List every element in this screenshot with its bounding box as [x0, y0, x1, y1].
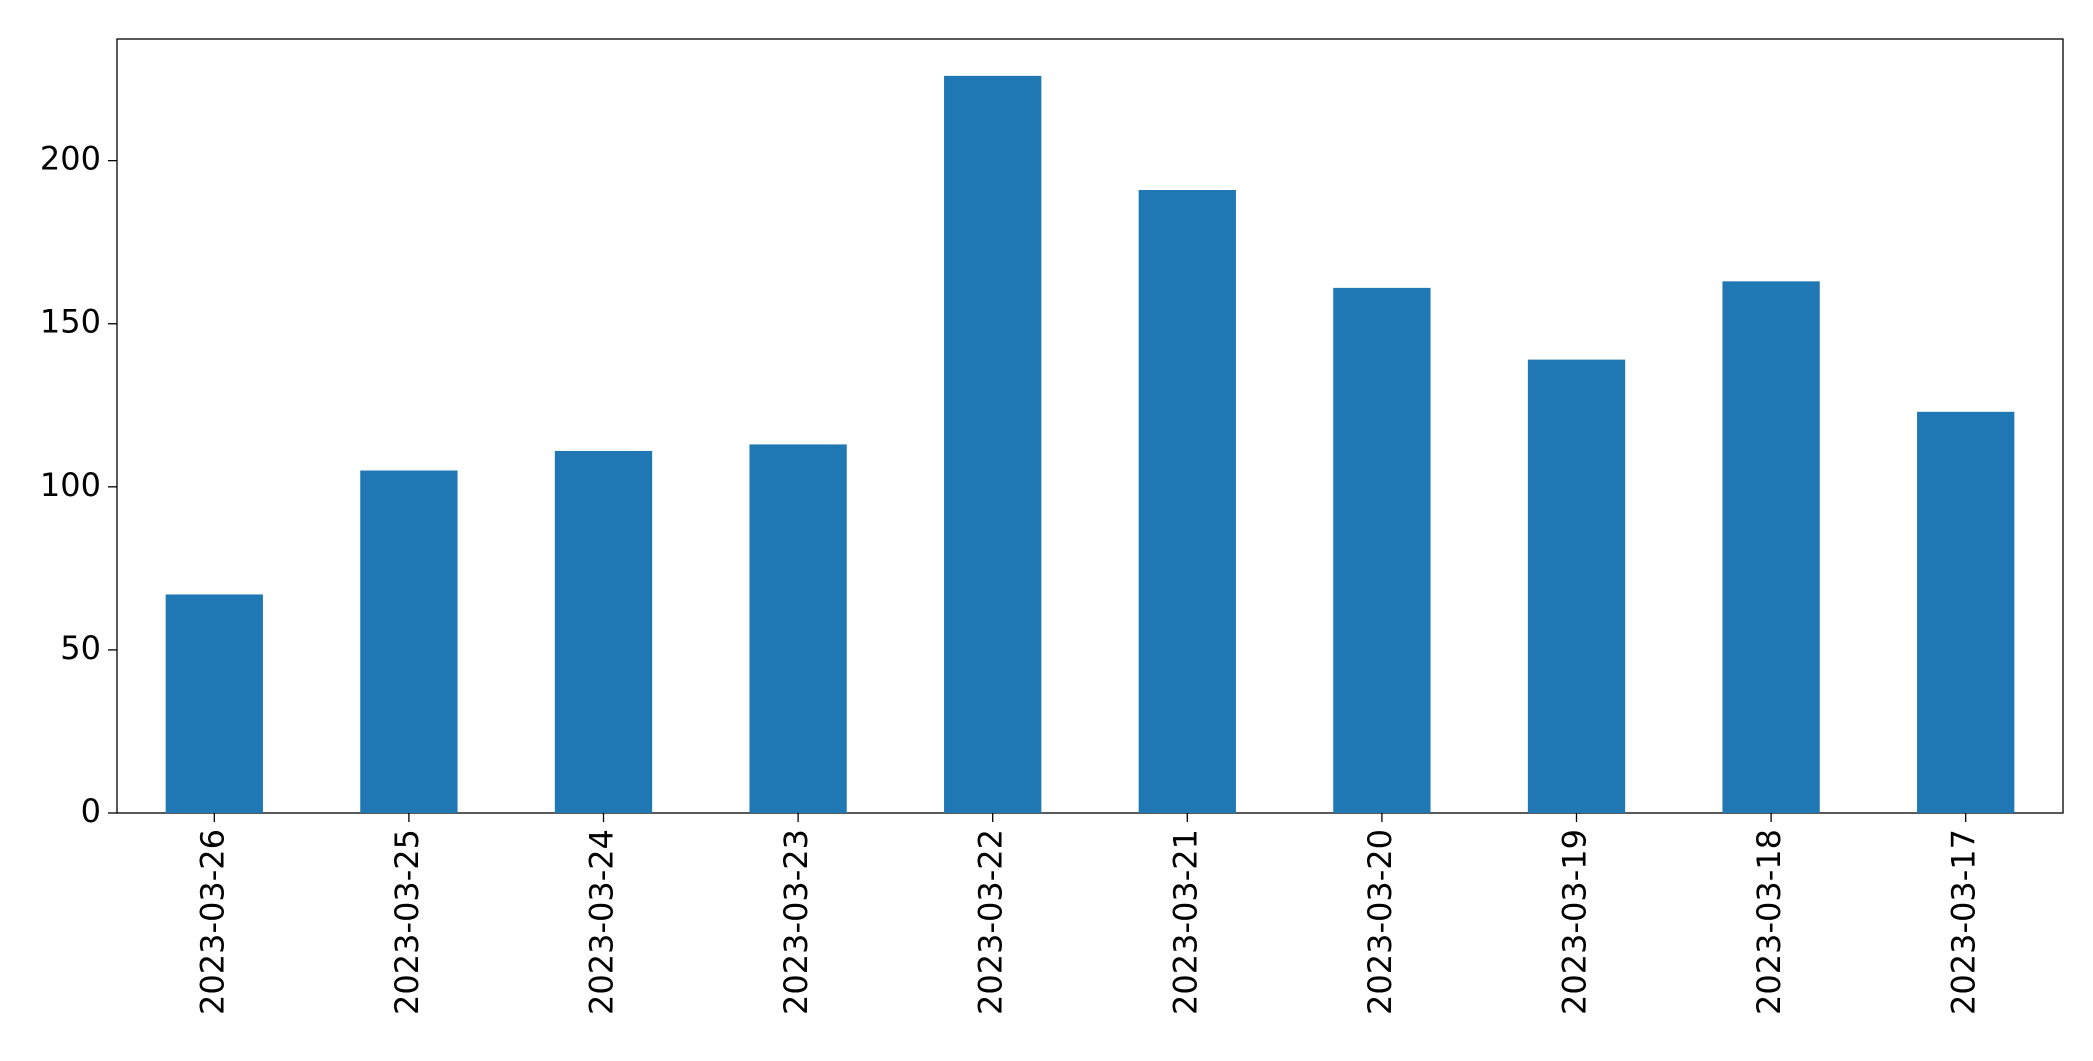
y-tick-label: 150	[40, 303, 101, 341]
x-tick-label: 2023-03-22	[972, 829, 1010, 1015]
bar	[554, 450, 653, 813]
bar	[360, 470, 458, 813]
bar	[1138, 190, 1236, 814]
y-tick-label: 100	[40, 466, 101, 504]
x-tick-label: 2023-03-19	[1556, 829, 1594, 1015]
y-tick-label: 50	[60, 629, 101, 667]
bar	[1722, 281, 1820, 813]
x-tick-label: 2023-03-24	[583, 829, 621, 1015]
bar	[1917, 411, 2015, 813]
bar	[749, 444, 847, 813]
bar	[1527, 359, 1626, 813]
x-tick-label: 2023-03-26	[193, 829, 231, 1015]
bar	[1333, 287, 1431, 813]
bar	[165, 594, 263, 813]
x-tick-label: 2023-03-23	[777, 829, 815, 1015]
x-tick-label: 2023-03-17	[1945, 829, 1983, 1015]
axes-frame	[116, 38, 2064, 814]
x-tick-label: 2023-03-25	[388, 829, 426, 1015]
bar	[944, 75, 1042, 814]
x-tick-label: 2023-03-20	[1361, 829, 1399, 1015]
x-tick-label: 2023-03-18	[1750, 829, 1788, 1015]
y-tick-label: 200	[40, 140, 101, 178]
x-tick-label: 2023-03-21	[1166, 829, 1204, 1015]
y-tick-label: 0	[81, 792, 101, 830]
